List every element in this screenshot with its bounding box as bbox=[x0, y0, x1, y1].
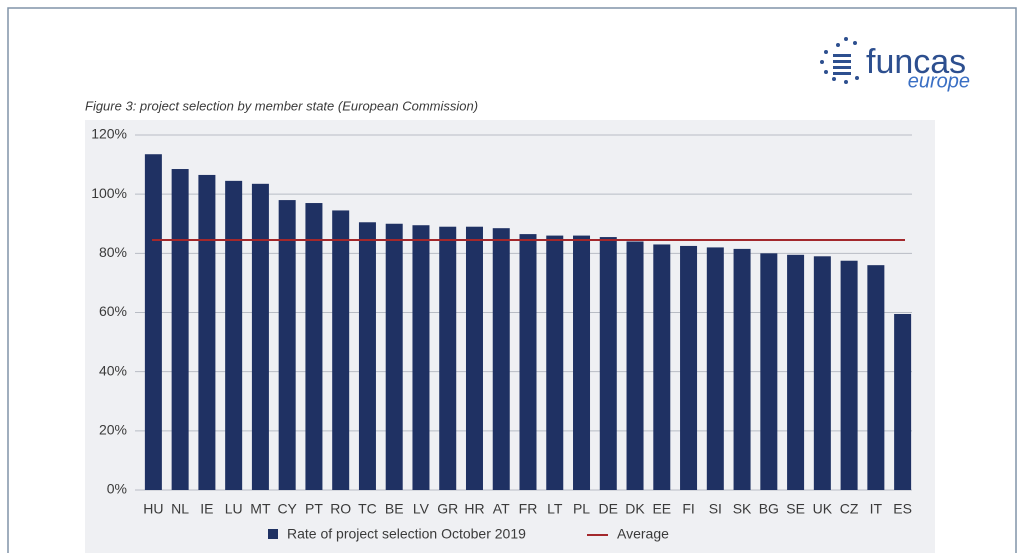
x-tick-label: FI bbox=[682, 501, 694, 517]
bar bbox=[332, 210, 350, 490]
bar bbox=[439, 226, 457, 491]
bar bbox=[412, 225, 430, 490]
x-tick-label: CY bbox=[277, 501, 297, 517]
y-tick-label: 60% bbox=[99, 303, 127, 319]
bar bbox=[385, 223, 403, 490]
x-tick-label: CZ bbox=[840, 501, 859, 517]
x-tick-label: DK bbox=[625, 501, 645, 517]
x-tick-label: UK bbox=[813, 501, 833, 517]
y-tick-label: 80% bbox=[99, 244, 127, 260]
bar bbox=[840, 260, 858, 490]
legend-swatch bbox=[268, 529, 278, 539]
x-tick-label: SI bbox=[709, 501, 722, 517]
x-tick-label: IE bbox=[200, 501, 213, 517]
legend-label: Average bbox=[617, 526, 669, 542]
logo-sub: europe bbox=[908, 70, 970, 92]
x-tick-label: SK bbox=[733, 501, 752, 517]
x-tick-label: LT bbox=[547, 501, 563, 517]
bar bbox=[867, 265, 885, 490]
x-tick-label: AT bbox=[493, 501, 510, 517]
x-tick-label: HU bbox=[143, 501, 163, 517]
bar bbox=[198, 174, 216, 490]
y-tick-label: 0% bbox=[107, 481, 127, 497]
x-tick-label: FR bbox=[519, 501, 538, 517]
legend-label: Rate of project selection October 2019 bbox=[287, 526, 526, 542]
bar bbox=[894, 313, 912, 490]
bar bbox=[680, 245, 698, 490]
x-tick-label: PT bbox=[305, 501, 323, 517]
bar bbox=[573, 235, 591, 490]
bar bbox=[787, 254, 805, 490]
x-tick-label: SE bbox=[786, 501, 805, 517]
bar bbox=[760, 253, 778, 490]
x-tick-label: ES bbox=[893, 501, 912, 517]
bar bbox=[171, 169, 189, 491]
x-tick-label: BE bbox=[385, 501, 404, 517]
bar bbox=[546, 235, 564, 490]
x-tick-label: NL bbox=[171, 501, 189, 517]
y-tick-label: 40% bbox=[99, 362, 127, 378]
x-tick-label: DE bbox=[599, 501, 618, 517]
bar bbox=[706, 247, 724, 490]
bar bbox=[225, 180, 243, 490]
bar bbox=[492, 228, 510, 490]
bar bbox=[813, 256, 831, 490]
y-tick-label: 120% bbox=[91, 126, 127, 142]
chart-title: Figure 3: project selection by member st… bbox=[85, 98, 478, 113]
x-tick-label: PL bbox=[573, 501, 590, 517]
x-tick-label: RO bbox=[330, 501, 351, 517]
logo-mark bbox=[820, 37, 859, 84]
frame bbox=[7, 7, 1017, 558]
bar bbox=[653, 244, 671, 490]
bar bbox=[305, 203, 323, 490]
x-tick-label: TC bbox=[358, 501, 377, 517]
x-tick-label: GR bbox=[437, 501, 458, 517]
logo-name: funcas bbox=[866, 43, 966, 81]
bar bbox=[626, 241, 644, 490]
bar bbox=[599, 237, 617, 490]
bar bbox=[465, 226, 483, 491]
x-tick-label: MT bbox=[250, 501, 271, 517]
x-tick-label: LV bbox=[413, 501, 430, 517]
bar bbox=[251, 183, 269, 490]
x-tick-label: BG bbox=[759, 501, 779, 517]
bar bbox=[519, 234, 537, 490]
x-tick-label: EE bbox=[652, 501, 671, 517]
x-tick-label: HR bbox=[464, 501, 484, 517]
bar bbox=[278, 200, 296, 491]
y-tick-label: 100% bbox=[91, 185, 127, 201]
bar bbox=[733, 248, 751, 490]
x-tick-label: LU bbox=[225, 501, 243, 517]
bar bbox=[358, 222, 376, 491]
y-tick-label: 20% bbox=[99, 422, 127, 438]
x-tick-label: IT bbox=[870, 501, 883, 517]
bar bbox=[144, 154, 162, 490]
